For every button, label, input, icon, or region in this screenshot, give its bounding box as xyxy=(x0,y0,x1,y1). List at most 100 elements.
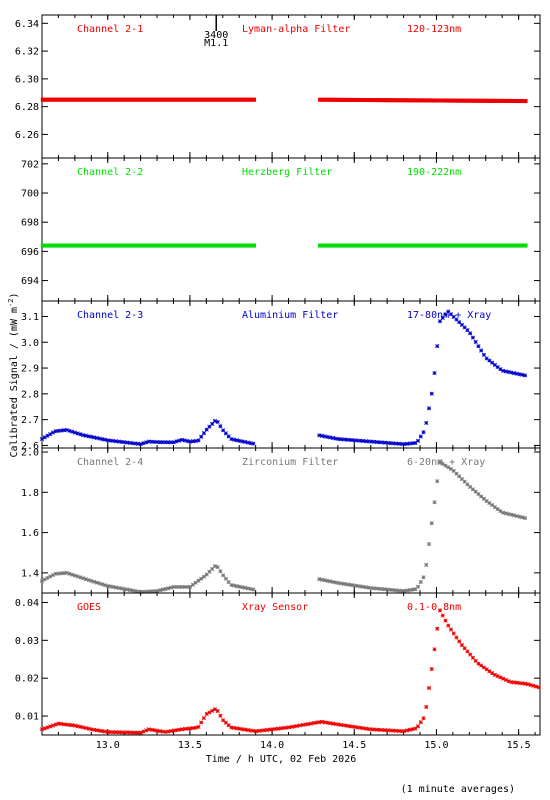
panel-filter-label: Aluminium Filter xyxy=(242,310,338,321)
panel-channel-label: Channel 2-3 xyxy=(77,310,143,321)
data-point-marker xyxy=(138,441,143,447)
data-point-marker xyxy=(407,727,412,732)
y-tick-label: 702 xyxy=(21,159,39,170)
panel-band-label: 6-20nm + Xray xyxy=(407,457,485,468)
data-point-marker xyxy=(234,726,239,731)
data-point-marker xyxy=(440,461,445,467)
data-point-marker xyxy=(366,439,371,444)
data-point-marker xyxy=(223,720,228,725)
data-point-marker xyxy=(122,586,127,592)
data-point-marker xyxy=(330,579,336,585)
data-point-marker xyxy=(481,496,486,501)
data-point-marker xyxy=(311,720,316,726)
data-point-marker xyxy=(495,674,500,679)
data-point-marker xyxy=(506,679,511,684)
data-point-marker xyxy=(234,438,239,443)
data-point-marker xyxy=(487,500,492,506)
data-point-marker xyxy=(48,574,53,579)
data-point-marker xyxy=(531,683,536,688)
data-point-marker xyxy=(188,726,193,731)
data-point-marker xyxy=(402,588,407,593)
data-point-marker xyxy=(470,655,476,660)
data-point-marker xyxy=(152,728,157,733)
data-point-marker xyxy=(237,584,242,589)
data-point-marker xyxy=(352,438,357,443)
data-point-marker xyxy=(451,314,456,319)
data-point-marker xyxy=(270,727,275,732)
data-point-marker xyxy=(78,432,83,437)
data-point-marker xyxy=(481,665,486,670)
data-point-marker xyxy=(204,711,209,717)
data-point-marker xyxy=(78,575,83,580)
data-point-marker xyxy=(520,681,525,686)
panel-channel-label: Channel 2-2 xyxy=(77,167,143,178)
data-point-marker xyxy=(407,587,412,593)
y-tick-label: 2.0 xyxy=(21,448,39,459)
data-point-marker xyxy=(243,439,248,445)
data-point-marker xyxy=(171,440,176,445)
data-point-marker xyxy=(498,675,503,680)
data-point-marker xyxy=(135,730,141,735)
data-point-marker xyxy=(157,729,163,734)
data-point-marker xyxy=(388,587,393,592)
y-tick-label: 0.01 xyxy=(15,712,39,723)
data-point-marker xyxy=(108,584,113,589)
data-point-marker xyxy=(207,569,212,574)
data-point-marker xyxy=(61,428,67,433)
data-point-marker xyxy=(421,575,426,580)
panel-channel-label: Channel 2-4 xyxy=(77,457,143,468)
data-point-marker xyxy=(166,729,171,734)
data-point-marker xyxy=(67,571,72,576)
data-point-marker xyxy=(522,373,528,378)
data-point-marker xyxy=(218,713,223,718)
data-point-marker xyxy=(501,368,506,373)
data-point-marker xyxy=(45,725,50,730)
data-point-marker xyxy=(138,589,143,595)
data-point-marker xyxy=(322,720,327,725)
data-point-marker xyxy=(372,727,377,732)
data-point-marker xyxy=(188,439,193,444)
y-tick-label: 2.6 xyxy=(21,441,39,452)
data-point-marker xyxy=(210,421,215,426)
data-point-marker xyxy=(352,724,357,730)
y-tick-label: 1.8 xyxy=(21,488,39,499)
data-point-marker xyxy=(297,723,303,728)
data-point-marker xyxy=(303,722,308,727)
data-point-marker xyxy=(429,521,434,526)
data-point-marker xyxy=(199,434,204,439)
data-point-marker xyxy=(385,728,390,733)
data-point-marker xyxy=(245,727,250,733)
data-point-marker xyxy=(130,730,135,735)
data-point-marker xyxy=(319,719,325,724)
data-point-marker xyxy=(399,588,404,593)
data-point-marker xyxy=(97,436,102,441)
data-point-marker xyxy=(81,576,86,581)
y-tick-label: 6.30 xyxy=(15,74,39,85)
data-series xyxy=(39,460,528,595)
y-axis-title-close: ) xyxy=(9,293,20,299)
data-point-marker xyxy=(361,726,366,731)
data-series xyxy=(39,309,528,447)
data-point-marker xyxy=(492,672,497,677)
data-point-marker xyxy=(339,437,344,442)
data-point-marker xyxy=(193,438,198,444)
data-point-marker xyxy=(59,428,64,433)
data-point-marker xyxy=(259,728,264,733)
data-point-marker xyxy=(204,427,209,432)
data-point-marker xyxy=(330,435,336,441)
data-point-marker xyxy=(344,723,349,728)
data-point-marker xyxy=(391,728,396,733)
data-point-marker xyxy=(72,430,78,435)
data-point-marker xyxy=(210,566,215,572)
data-point-marker xyxy=(490,360,495,365)
data-point-marker xyxy=(155,588,160,594)
data-point-marker xyxy=(393,588,399,593)
panel-band-label: 0.1-0.8nm xyxy=(407,602,461,613)
y-tick-label: 2.8 xyxy=(21,389,39,400)
data-point-marker xyxy=(396,588,401,593)
data-point-marker xyxy=(212,418,218,424)
data-point-marker xyxy=(64,722,69,727)
data-point-marker xyxy=(127,730,132,735)
data-point-marker xyxy=(328,721,333,726)
y-tick-label: 0.02 xyxy=(15,674,39,685)
